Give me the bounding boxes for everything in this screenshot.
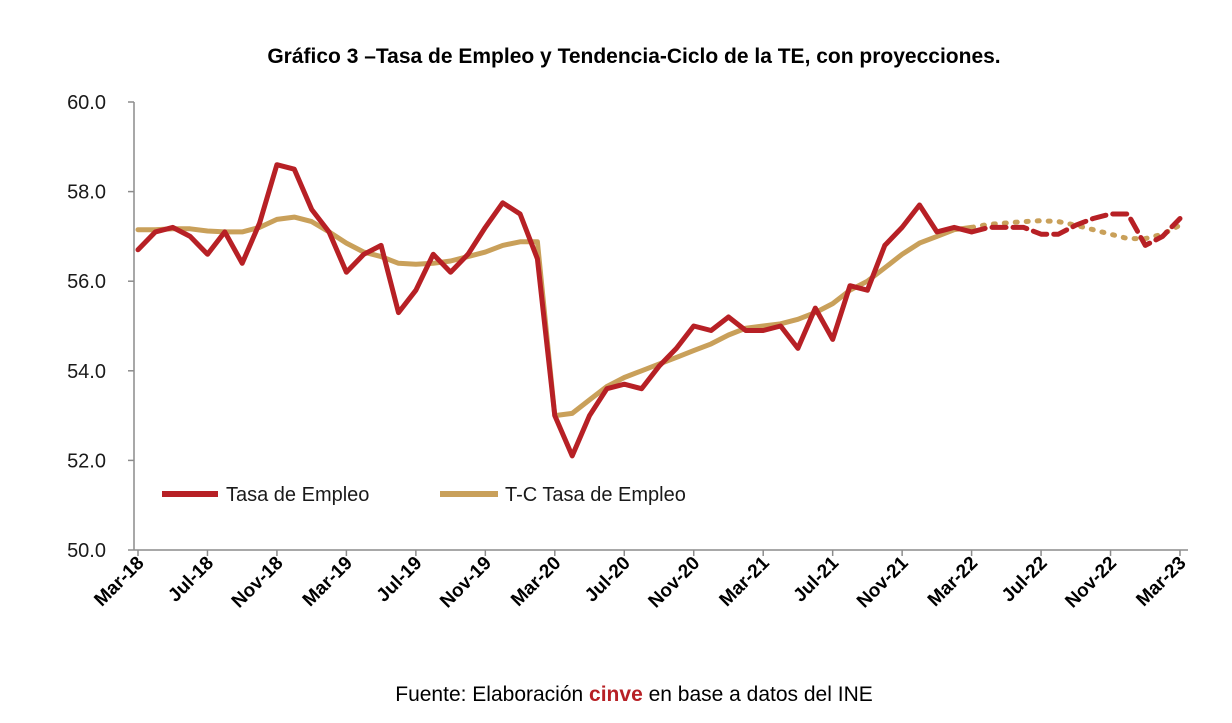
x-tick-label: Jul-21 [790, 552, 844, 606]
x-tick-label: Nov-22 [1061, 553, 1121, 613]
series-projection-tasa-de-empleo [969, 211, 1183, 248]
series-line-tasa-de-empleo [135, 162, 975, 459]
x-tick-label: Nov-19 [436, 553, 496, 613]
legend-item-tc-tasa-de-empleo: T-C Tasa de Empleo [440, 484, 686, 506]
y-tick-label: 52.0 [67, 450, 106, 472]
x-tick-label: Nov-20 [645, 553, 705, 613]
x-tick-label: Nov-21 [853, 552, 913, 612]
legend: Tasa de Empleo T-C Tasa de Empleo [162, 484, 686, 506]
y-tick-label: 54.0 [67, 361, 106, 383]
y-axis-ticks: 60.0 58.0 56.0 54.0 52.0 50.0 [67, 92, 134, 562]
source-note: Fuente: Elaboración cinve en base a dato… [395, 683, 873, 706]
x-tick-label: Jul-20 [581, 553, 635, 607]
x-axis-ticks: Mar-18 Jul-18 Nov-18 Mar-19 Jul-19 Nov-19 Mar-… [90, 550, 1191, 613]
source-prefix: Fuente: Elaboración [395, 683, 589, 706]
series-layer [135, 162, 1183, 459]
legend-label-tasa-de-empleo: Tasa de Empleo [226, 484, 369, 506]
legend-item-tasa-de-empleo: Tasa de Empleo [162, 484, 369, 506]
source-highlight: cinve [589, 683, 643, 706]
x-tick-label: Nov-18 [228, 553, 288, 613]
series-line-tc-tasa-de-empleo [135, 214, 975, 419]
y-tick-label: 58.0 [67, 182, 106, 204]
x-tick-label: Mar-20 [507, 553, 565, 611]
y-tick-label: 60.0 [67, 92, 106, 114]
legend-label-tc-tasa-de-empleo: T-C Tasa de Empleo [505, 484, 686, 506]
x-tick-label: Mar-19 [299, 553, 357, 611]
x-tick-label: Mar-21 [716, 552, 774, 610]
x-tick-label: Mar-23 [1132, 553, 1190, 611]
x-tick-label: Jul-18 [164, 553, 218, 607]
x-tick-label: Mar-22 [924, 553, 982, 611]
source-suffix: en base a datos del INE [643, 683, 873, 706]
y-tick-label: 50.0 [67, 540, 106, 562]
x-tick-label: Jul-19 [373, 553, 427, 607]
y-tick-label: 56.0 [67, 271, 106, 293]
chart-title: Gráfico 3 –Tasa de Empleo y Tendencia-Ci… [267, 45, 1000, 68]
series-projection-tc-tasa-de-empleo [969, 218, 1183, 242]
x-tick-label: Jul-22 [998, 553, 1052, 607]
